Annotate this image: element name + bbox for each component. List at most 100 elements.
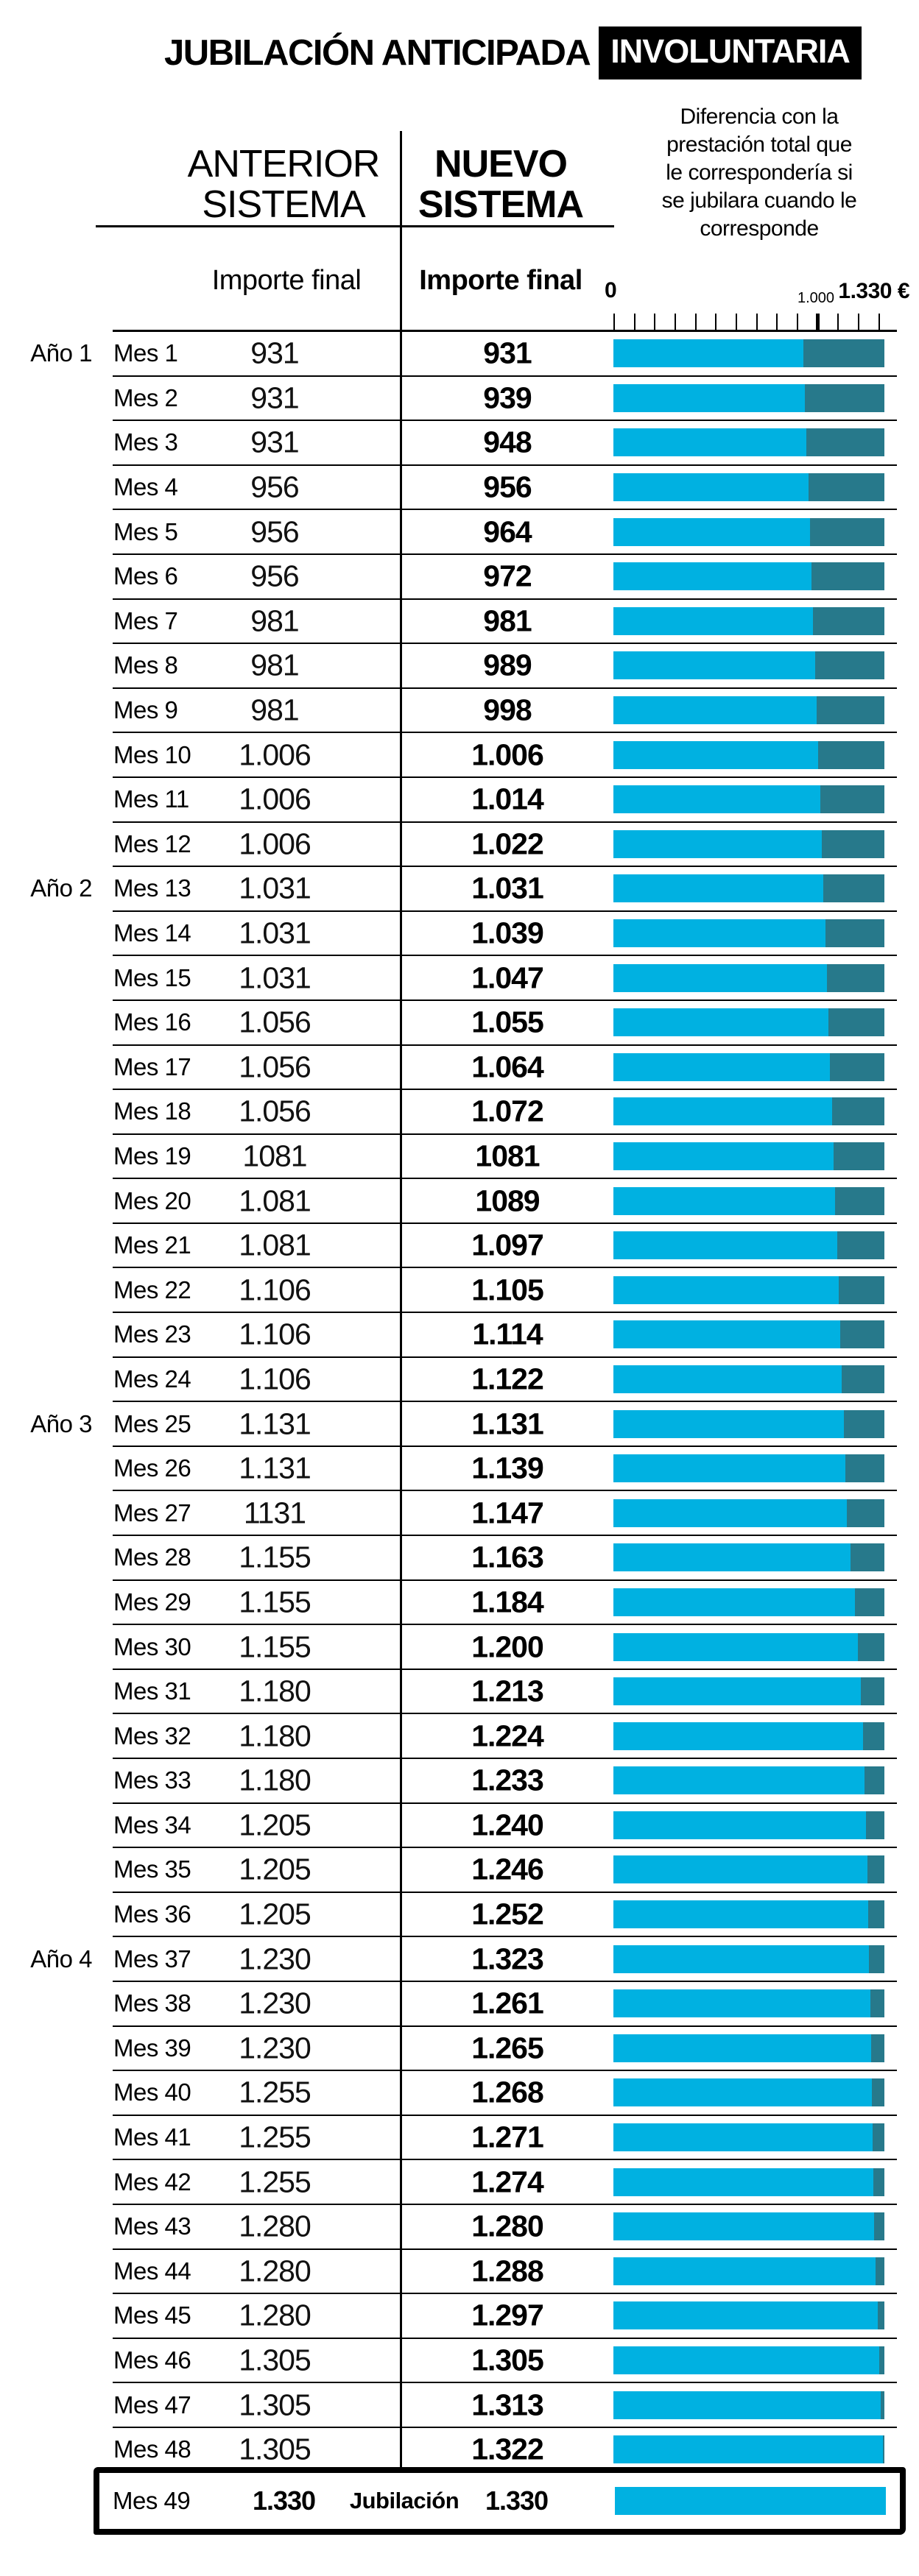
anterior-value: 931: [250, 381, 299, 415]
axis-label-max: 1.330 €: [838, 279, 909, 303]
nuevo-value: 1.184: [471, 1585, 544, 1619]
nuevo-value: 1.055: [471, 1005, 544, 1039]
bar-difference-segment: [874, 2212, 884, 2241]
bar-difference-segment: [860, 1677, 884, 1706]
nuevo-value: 1.271: [471, 2120, 544, 2154]
bar-difference-segment: [847, 1498, 884, 1527]
difference-bar: [613, 2257, 884, 2285]
bar-difference-segment: [813, 606, 884, 635]
axis-tick: [878, 314, 880, 331]
anterior-value: 1.255: [239, 2120, 311, 2154]
axis-tick: [736, 314, 737, 331]
axis-tick: [654, 314, 656, 331]
bar-difference-segment: [842, 1365, 884, 1393]
nuevo-value: 981: [483, 604, 532, 638]
month-label: Mes 7: [113, 606, 178, 634]
month-label: Mes 10: [113, 740, 191, 768]
table-row: Mes 32 1.180 1.224: [113, 1714, 897, 1759]
bar-current-segment: [613, 562, 811, 591]
nuevo-value: 1.240: [471, 1808, 544, 1842]
anterior-value: 1.081: [239, 1228, 311, 1262]
anterior-value: 1081: [242, 1139, 307, 1173]
bar-current-segment: [613, 2435, 883, 2464]
bar-current-segment: [613, 1097, 832, 1126]
month-label: Mes 1: [113, 339, 178, 367]
table-row: Mes 31 1.180 1.213: [113, 1670, 897, 1715]
anterior-value: 1.131: [239, 1406, 311, 1441]
bar-difference-segment: [876, 2257, 884, 2285]
month-label: Mes 24: [113, 1365, 191, 1393]
jubilacion-label: Jubilación: [349, 2488, 460, 2513]
bar-current-segment: [613, 606, 814, 635]
nuevo-value: 1.213: [471, 1674, 544, 1708]
difference-bar: [613, 1320, 884, 1349]
table-row: Mes 45 1.280 1.297: [113, 2294, 897, 2339]
axis-tick: [837, 314, 839, 331]
table-row: Mes 8 981 989: [113, 644, 897, 689]
nuevo-value: 1.014: [471, 782, 544, 816]
final-row-jubilacion-box: Mes 49 1.330 Jubilación 1.330: [94, 2467, 906, 2535]
bar-current-segment: [613, 2257, 876, 2285]
axis-tick: [776, 314, 778, 331]
table-row: Mes 47 1.305 1.313: [113, 2383, 897, 2428]
table-body: Año 1 Mes 1 931 931 Mes 2 931 939 Mes 3 931 948 Me…: [30, 330, 897, 2473]
difference-bar: [613, 1142, 884, 1170]
anterior-value: 1.230: [239, 2031, 311, 2065]
difference-bar: [613, 1231, 884, 1260]
month-label: Mes 6: [113, 562, 178, 590]
nuevo-value: 1.031: [471, 871, 544, 905]
bar-current-segment: [613, 1900, 869, 1929]
axis-label-1000: 1.000: [797, 290, 835, 306]
anterior-value: 1.255: [239, 2165, 311, 2199]
difference-bar: [613, 383, 884, 412]
month-label: Mes 42: [113, 2168, 191, 2195]
anterior-value: 1.180: [239, 1763, 311, 1797]
table-row: Año 4 Mes 37 1.230 1.323: [30, 1937, 897, 1982]
axis-tick: [675, 314, 676, 331]
month-label: Mes 26: [113, 1454, 191, 1482]
month-label: Mes 28: [113, 1543, 191, 1571]
bar-current-segment: [613, 517, 810, 546]
bar-current-segment: [613, 1320, 841, 1349]
anterior-value: 956: [250, 559, 299, 593]
bar-current-segment: [613, 1275, 839, 1304]
anterior-value: 1.305: [239, 2343, 311, 2377]
table-row: Mes 3 931 948: [113, 421, 897, 466]
bar-difference-segment: [866, 1811, 884, 1839]
anterior-value: 1.106: [239, 1362, 311, 1396]
anterior-value: 1.155: [239, 1585, 311, 1619]
difference-bar: [613, 696, 884, 725]
anterior-value: 1.305: [239, 2432, 311, 2466]
axis-tick: [756, 314, 758, 331]
difference-bar: [613, 874, 884, 903]
title-text: JUBILACIÓN ANTICIPADA: [164, 33, 591, 73]
nuevo-value: 1.252: [471, 1897, 544, 1931]
bar-current-segment: [613, 1677, 861, 1706]
difference-bar: [613, 2346, 884, 2375]
bar-difference-segment: [868, 1945, 884, 1973]
difference-bar: [613, 1811, 884, 1839]
note-line: le correspondería si: [666, 160, 853, 185]
month-label: Mes 48: [113, 2435, 191, 2463]
nuevo-value: 1.064: [471, 1050, 544, 1084]
bar-difference-segment: [862, 1722, 884, 1750]
bar-difference-segment: [838, 1275, 884, 1304]
difference-bar: [613, 428, 884, 457]
month-label: Mes 18: [113, 1097, 191, 1125]
nuevo-value: 1.322: [471, 2432, 544, 2466]
axis-tick: [815, 314, 820, 331]
bar-current-segment: [613, 2346, 880, 2375]
difference-bar: [613, 1008, 884, 1037]
bar-difference-segment: [803, 339, 884, 368]
nuevo-value: 1089: [475, 1183, 540, 1218]
bar-current-segment: [613, 785, 820, 814]
bar-difference-segment: [858, 1632, 884, 1661]
table-row: Mes 46 1.305 1.305: [113, 2339, 897, 2384]
anterior-value: 956: [250, 470, 299, 504]
nuevo-value: 1.246: [471, 1852, 544, 1886]
bar-current-segment: [613, 2301, 878, 2330]
anterior-value: 1.031: [239, 916, 311, 950]
table-row: Mes 41 1.255 1.271: [113, 2116, 897, 2161]
column-header-line: SISTEMA: [418, 183, 584, 226]
nuevo-value: 1.006: [471, 737, 544, 772]
